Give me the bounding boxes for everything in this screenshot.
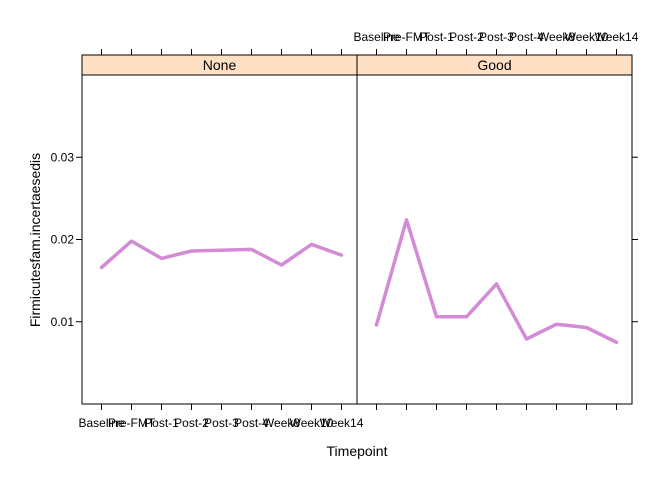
x-tick-label-top: Post-2 [449,30,484,44]
x-tick-label-top: Week14 [595,30,639,44]
series-line-good [374,218,619,345]
x-axis-title: Timepoint [327,443,388,459]
y-tick-label: 0.01 [51,315,75,329]
x-tick-label-bottom: Post-4 [234,416,269,430]
x-tick-label-top: Week8 [538,30,575,44]
series-line-none [99,239,344,270]
x-tick-label-bottom: Pre-FMT [108,416,156,430]
y-axis-title: Firmicutesfam.incertaesedis [27,153,43,327]
x-tick-label-bottom: Post-3 [204,416,239,430]
panel-frame-good [356,74,633,405]
x-tick-label-top: Post-1 [419,30,454,44]
x-tick-label-top: Post-3 [479,30,514,44]
x-tick-label-bottom: Post-1 [144,416,179,430]
panel-strip-label: None [203,57,237,73]
axis-ticks [76,49,638,410]
panel-strip-label: Good [477,57,511,73]
chart-panels: None Good [81,54,633,405]
panel-frame-none [81,74,358,405]
y-tick-label: 0.03 [51,150,75,164]
y-tick-label: 0.02 [51,233,75,247]
x-tick-label-top: Week10 [565,30,609,44]
tick-labels: 0.010.020.03BaselinePre-FMTPost-1Post-2P… [51,30,639,430]
x-tick-label-top: Baseline [353,30,399,44]
x-tick-label-top: Post-4 [509,30,544,44]
x-tick-label-bottom: Week10 [290,416,334,430]
x-tick-label-bottom: Week14 [320,416,364,430]
x-tick-label-bottom: Post-2 [174,416,209,430]
x-tick-label-bottom: Week8 [263,416,300,430]
x-tick-label-bottom: Baseline [78,416,124,430]
x-tick-label-top: Pre-FMT [383,30,431,44]
